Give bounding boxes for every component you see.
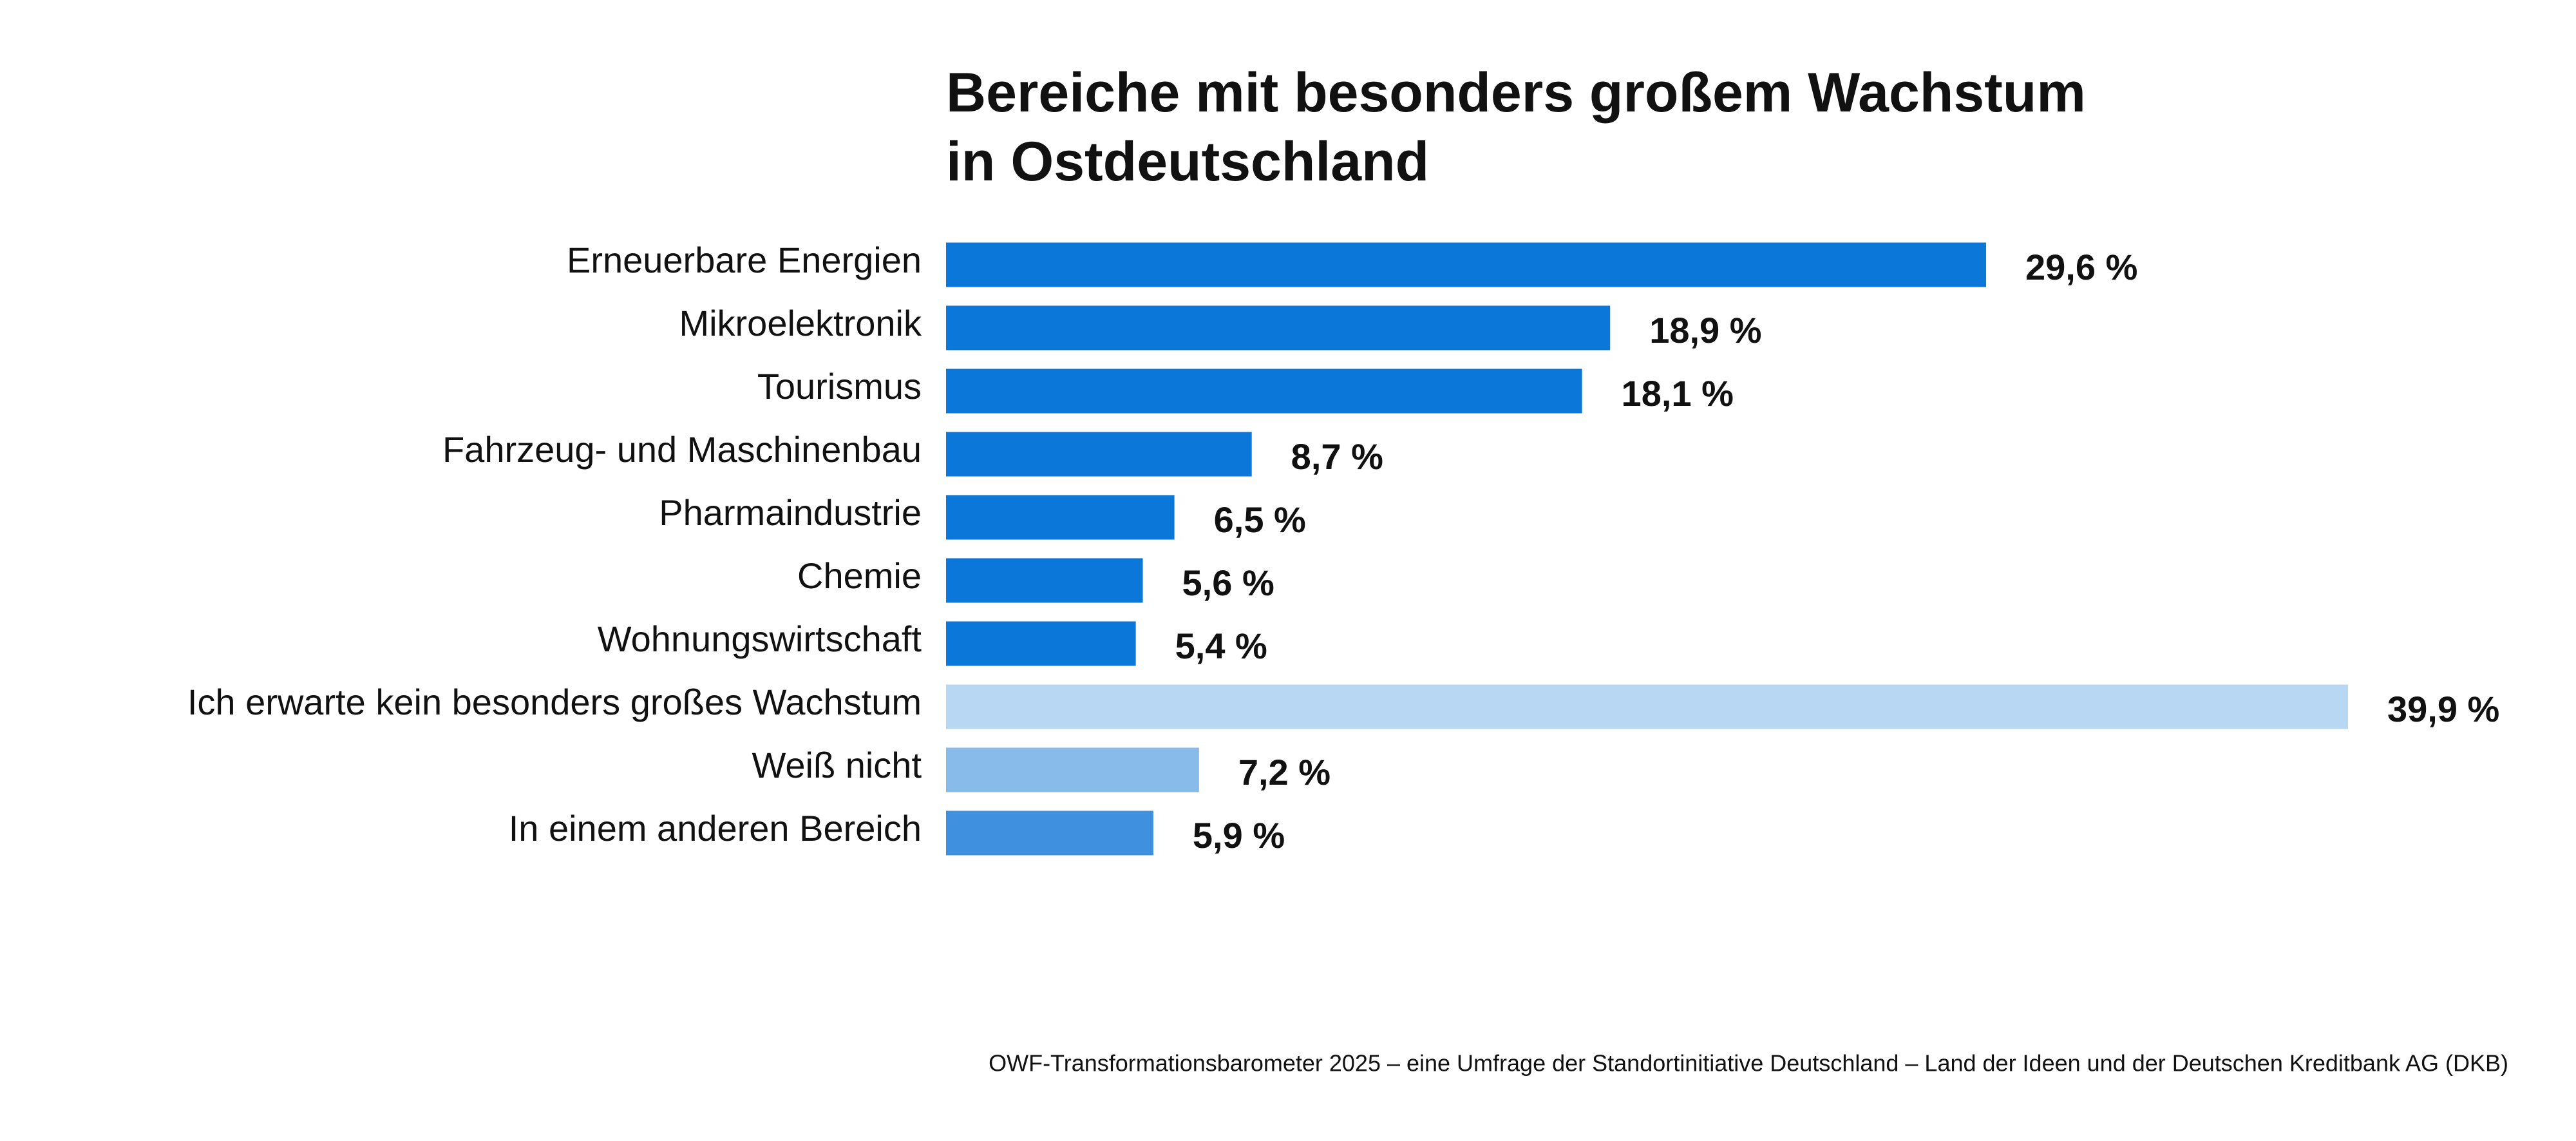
value-label: 5,4 %: [1175, 626, 1267, 666]
bar: [946, 369, 1582, 414]
category-label: Mikroelektronik: [679, 303, 922, 343]
bar: [946, 747, 1199, 792]
category-label: In einem anderen Bereich: [509, 808, 922, 849]
value-label: 5,9 %: [1193, 815, 1285, 856]
category-label: Wohnungswirtschaft: [598, 618, 922, 659]
bar: [946, 558, 1143, 603]
category-label: Pharmaindustrie: [659, 492, 922, 533]
value-label: 6,5 %: [1214, 499, 1306, 540]
source-note: OWF-Transformationsbarometer 2025 – eine…: [989, 1050, 2508, 1077]
bar: [946, 684, 2348, 729]
value-label: 39,9 %: [2387, 689, 2499, 729]
bar: [946, 242, 1987, 287]
value-label: 7,2 %: [1238, 752, 1331, 792]
category-label: Ich erwarte kein besonders großes Wachst…: [187, 682, 922, 722]
bar: [946, 621, 1136, 666]
bar: [946, 432, 1252, 477]
category-label: Tourismus: [757, 366, 922, 407]
category-label: Erneuerbare Energien: [567, 240, 922, 280]
value-label: 8,7 %: [1291, 436, 1383, 477]
chart-title: Bereiche mit besonders großem Wachstum in…: [946, 62, 2086, 193]
bar: [946, 305, 1611, 350]
bar: [946, 495, 1175, 540]
category-label: Chemie: [797, 555, 922, 596]
category-label: Weiß nicht: [752, 745, 922, 785]
category-label: Fahrzeug- und Maschinenbau: [442, 429, 922, 470]
value-label: 18,9 %: [1649, 310, 1761, 350]
value-label: 5,6 %: [1182, 562, 1274, 603]
value-label: 18,1 %: [1622, 373, 1734, 414]
value-label: 29,6 %: [2025, 247, 2137, 287]
bar: [946, 810, 1153, 856]
